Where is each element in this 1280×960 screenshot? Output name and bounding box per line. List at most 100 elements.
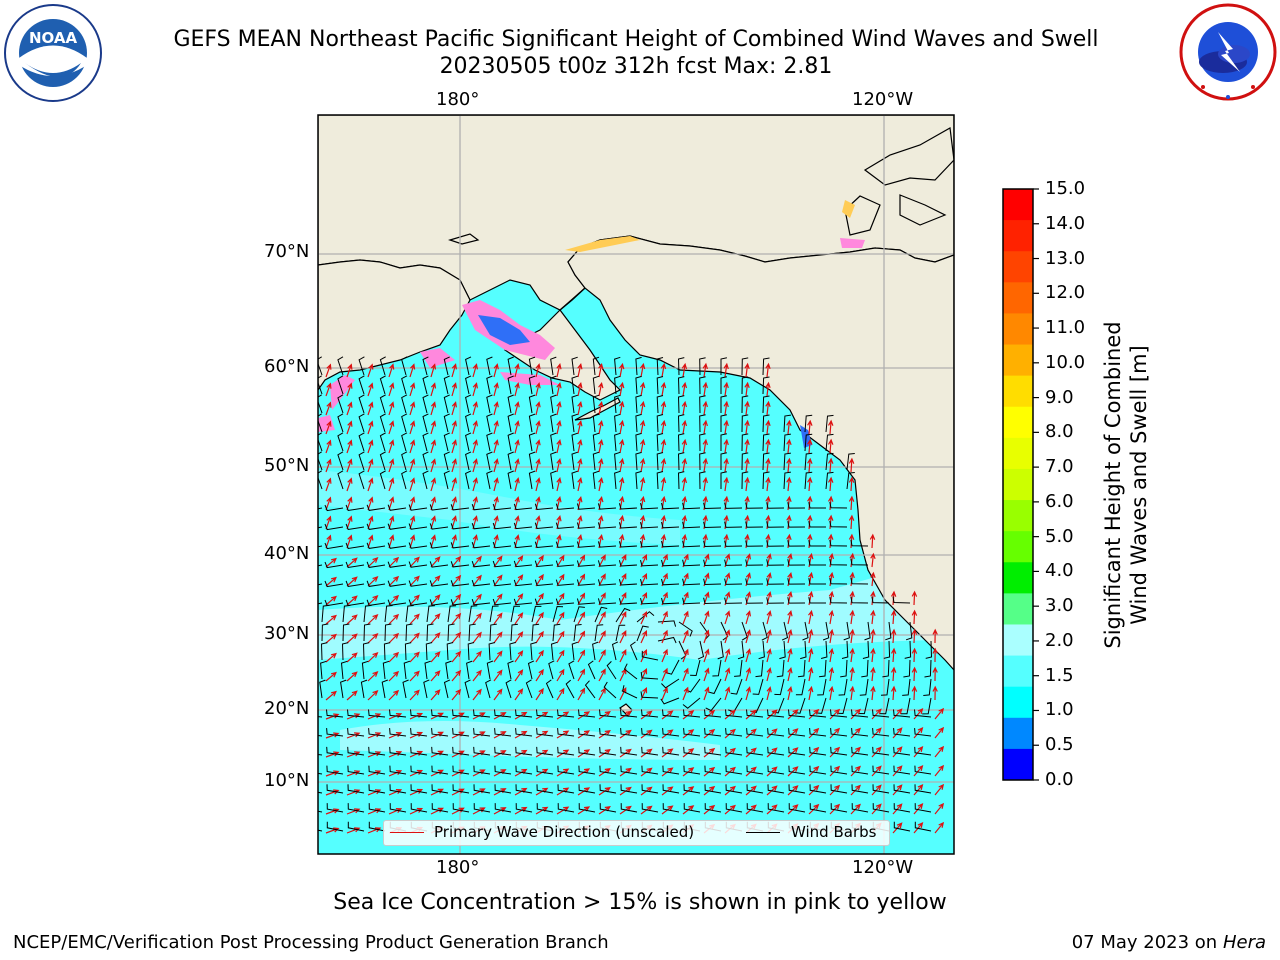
- wave-direction-arrow: [409, 594, 420, 606]
- wave-direction-arrow: [619, 630, 627, 644]
- wind-barb: [429, 504, 449, 511]
- wind-barb: [677, 376, 685, 395]
- wave-direction-arrow: [829, 784, 841, 796]
- colorbar-segment: [1003, 562, 1033, 594]
- wind-barb: [379, 451, 386, 471]
- wave-direction-arrow: [787, 766, 799, 777]
- wind-barb: [850, 539, 869, 547]
- wind-barb: [741, 414, 749, 433]
- wave-direction-arrow: [325, 477, 332, 492]
- wind-barb: [401, 432, 408, 452]
- wind-barb: [872, 765, 890, 775]
- wave-direction-arrow: [577, 611, 586, 625]
- wind-barb: [677, 452, 685, 471]
- wind-barb: [513, 522, 533, 530]
- wind-barb: [531, 605, 542, 623]
- wind-barb: [379, 356, 386, 376]
- wave-direction-arrow: [870, 571, 876, 587]
- wave-direction-arrow: [808, 708, 820, 720]
- wave-direction-arrow: [619, 400, 625, 416]
- wave-direction-arrow: [325, 713, 340, 720]
- wind-barb: [592, 413, 600, 433]
- wind-barb: [387, 523, 407, 530]
- wind-barb: [699, 395, 706, 414]
- wind-barb: [571, 394, 578, 414]
- wave-direction-arrow: [871, 765, 882, 777]
- wind-barb: [661, 678, 680, 689]
- wind-barb: [804, 452, 813, 471]
- wave-direction-arrow: [367, 458, 374, 473]
- wind-barb: [656, 395, 664, 414]
- wind-barb: [536, 728, 554, 737]
- wind-barb: [703, 521, 722, 529]
- wind-barb: [683, 784, 701, 794]
- wind-barb: [368, 709, 386, 718]
- wave-direction-arrow: [430, 632, 441, 644]
- wind-barb: [584, 680, 596, 699]
- wave-direction-arrow: [472, 555, 482, 568]
- wave-direction-arrow: [346, 633, 358, 644]
- wind-barb: [640, 521, 659, 529]
- wave-direction-arrow: [744, 381, 750, 397]
- wind-barb: [762, 395, 770, 414]
- wave-direction-arrow: [346, 690, 358, 701]
- wave-direction-arrow: [409, 632, 420, 644]
- wave-direction-arrow: [325, 363, 332, 378]
- wind-barb: [422, 470, 429, 490]
- wave-direction-arrow: [890, 666, 897, 682]
- wave-direction-arrow: [451, 363, 457, 378]
- wind-barb: [492, 598, 512, 606]
- wave-direction-arrow: [346, 477, 353, 492]
- wind-barb: [527, 660, 535, 680]
- wave-direction-arrow: [808, 609, 814, 625]
- wind-barb: [720, 376, 727, 394]
- wind-barb: [641, 784, 659, 794]
- wind-barb: [618, 560, 638, 567]
- wind-barb: [641, 765, 659, 775]
- lon-label-bottom-120w: 120°W: [852, 857, 914, 878]
- wind-barb: [830, 709, 848, 718]
- wind-barb: [473, 803, 491, 813]
- wave-direction-arrow: [451, 650, 462, 663]
- wave-direction-arrow: [367, 363, 374, 378]
- wind-barb: [809, 746, 827, 756]
- wind-barb: [767, 728, 785, 737]
- wind-barb: [851, 728, 869, 737]
- wind-barb: [682, 540, 701, 548]
- wave-direction-arrow: [870, 685, 876, 701]
- wave-direction-arrow: [472, 612, 482, 625]
- wave-direction-arrow: [577, 400, 583, 416]
- colorbar-tick-label: 0.0: [1045, 769, 1074, 790]
- wind-barb: [362, 642, 370, 661]
- wind-barb: [614, 432, 621, 452]
- wave-direction-arrow: [639, 419, 646, 435]
- wind-barb: [507, 394, 514, 414]
- wind-barb: [914, 765, 932, 775]
- wave-direction-arrow: [535, 787, 549, 796]
- wave-direction-arrow: [367, 576, 379, 587]
- wave-direction-arrow: [367, 789, 382, 796]
- wind-barb: [614, 470, 621, 490]
- wind-barb: [528, 356, 536, 376]
- wind-barb: [389, 728, 407, 737]
- wind-barb: [318, 394, 323, 414]
- wave-direction-arrow: [556, 787, 570, 796]
- wave-direction-arrow: [848, 476, 855, 492]
- wind-barb: [513, 560, 533, 568]
- wind-barb: [452, 765, 470, 775]
- wind-barb: [893, 746, 911, 756]
- wave-direction-arrow: [430, 556, 441, 568]
- wave-direction-arrow: [661, 648, 668, 663]
- wave-direction-arrow: [325, 690, 337, 701]
- wave-direction-arrow: [325, 557, 337, 568]
- colorbar-segment: [1003, 655, 1033, 688]
- wind-barb: [507, 375, 514, 395]
- wave-direction-arrow: [346, 595, 358, 606]
- wind-barb: [318, 470, 323, 490]
- wave-direction-arrow: [388, 401, 395, 416]
- wind-barb: [640, 540, 659, 548]
- wave-direction-arrow: [577, 476, 583, 492]
- wave-direction-arrow: [367, 439, 374, 454]
- wave-direction-arrow: [388, 477, 395, 492]
- wind-barb: [347, 765, 365, 775]
